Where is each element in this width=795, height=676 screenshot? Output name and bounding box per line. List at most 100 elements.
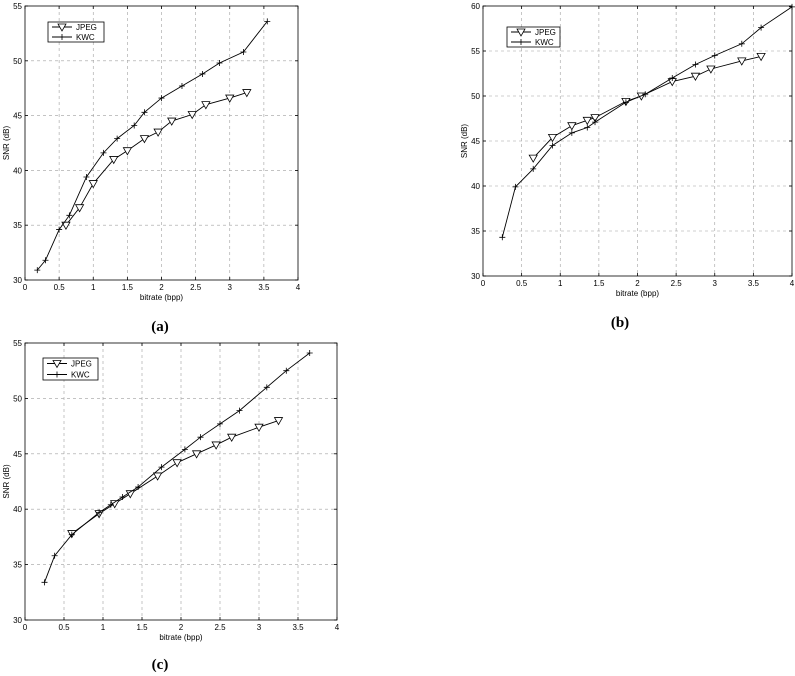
data-point-kwc: [216, 59, 223, 66]
data-point-kwc: [56, 226, 63, 233]
x-tick-label: 0: [481, 279, 486, 288]
legend-label-jpeg: JPEG: [71, 360, 92, 369]
panel-caption: (a): [151, 319, 169, 335]
data-point-jpeg: [590, 114, 600, 123]
data-point-jpeg: [61, 221, 71, 231]
data-point-kwc: [100, 149, 107, 156]
grid-lines: [483, 6, 792, 276]
data-point-kwc: [711, 52, 718, 59]
x-tick-label: 3.5: [292, 623, 304, 632]
y-tick-label: 40: [471, 182, 480, 191]
legend-marker-kwc: [59, 34, 65, 40]
data-point-jpeg: [74, 204, 85, 213]
data-point-kwc: [178, 83, 185, 90]
data-point-kwc: [158, 464, 165, 471]
x-tick-label: 3: [713, 279, 718, 288]
x-tick-label: 1.5: [122, 283, 134, 292]
legend-marker-jpeg: [516, 28, 526, 37]
series-jpeg: [61, 89, 252, 231]
data-point-kwc: [622, 99, 629, 106]
x-tick-label: 0.5: [54, 283, 66, 292]
x-tick-label: 3: [257, 623, 262, 632]
data-point-jpeg: [211, 441, 221, 450]
y-tick-label: 30: [13, 616, 22, 625]
data-point-kwc: [107, 501, 114, 508]
x-axis-label: bitrate (bpp): [140, 293, 183, 302]
data-point-jpeg: [191, 450, 202, 459]
data-point-jpeg: [690, 72, 701, 82]
data-point-jpeg: [109, 156, 119, 165]
x-tick-label: 4: [335, 623, 340, 632]
data-point-jpeg: [122, 147, 133, 156]
data-point-jpeg: [152, 472, 163, 481]
data-point-kwc: [592, 119, 599, 126]
legend-label-kwc: KWC: [76, 33, 95, 42]
x-tick-label: 3: [228, 283, 233, 292]
data-point-kwc: [584, 124, 591, 131]
data-point-jpeg: [547, 133, 558, 143]
y-tick-label: 35: [13, 221, 22, 230]
x-tick-label: 1: [101, 623, 106, 632]
data-point-jpeg: [528, 154, 538, 163]
data-point-kwc: [692, 61, 699, 68]
series-line-kwc: [44, 352, 310, 583]
x-tick-label: 2.5: [671, 279, 683, 288]
legend-label-jpeg: JPEG: [535, 28, 556, 37]
x-tick-label: 0.5: [58, 623, 70, 632]
legend-label-jpeg: JPEG: [76, 23, 97, 32]
y-tick-label: 35: [471, 227, 480, 236]
data-point-kwc: [42, 257, 49, 264]
data-point-jpeg: [139, 135, 150, 144]
data-point-kwc: [83, 173, 90, 180]
data-point-kwc: [642, 91, 649, 98]
data-point-kwc: [131, 122, 138, 129]
data-point-jpeg: [201, 101, 211, 110]
panel-caption: (b): [611, 315, 629, 331]
legend-marker-kwc: [54, 371, 60, 378]
x-tick-label: 0.5: [516, 279, 528, 288]
y-tick-label: 35: [13, 561, 22, 570]
series-jpeg: [67, 417, 284, 539]
data-point-kwc: [530, 165, 537, 172]
data-point-jpeg: [88, 180, 98, 189]
data-point-jpeg: [172, 459, 182, 468]
x-tick-label: 3.5: [258, 283, 270, 292]
x-tick-label: 2: [635, 279, 640, 288]
y-tick-label: 30: [471, 272, 480, 281]
data-point-kwc: [264, 18, 271, 25]
x-tick-label: 2.5: [214, 623, 226, 632]
legend-label-kwc: KWC: [535, 38, 554, 47]
series-kwc: [34, 18, 271, 274]
data-point-kwc: [197, 434, 204, 441]
y-tick-label: 30: [13, 276, 22, 285]
data-point-kwc: [114, 135, 121, 142]
data-point-kwc: [68, 531, 75, 538]
y-axis-label: SNR (dB): [2, 464, 11, 499]
data-point-kwc: [758, 24, 765, 31]
data-point-kwc: [789, 3, 795, 10]
x-tick-label: 1.5: [136, 623, 148, 632]
y-tick-label: 60: [471, 2, 480, 11]
data-point-kwc: [34, 267, 41, 274]
y-tick-label: 50: [13, 394, 22, 403]
legend-marker-jpeg: [57, 23, 67, 32]
data-point-kwc: [499, 234, 506, 241]
data-point-kwc: [119, 494, 126, 501]
data-point-jpeg: [187, 111, 197, 120]
legend-marker-kwc: [518, 39, 524, 45]
y-tick-label: 55: [13, 2, 22, 11]
data-point-kwc: [568, 129, 575, 136]
x-axis-label: bitrate (bpp): [616, 289, 659, 298]
data-point-kwc: [51, 552, 58, 559]
data-point-kwc: [217, 420, 223, 427]
data-point-jpeg: [242, 89, 252, 98]
data-point-kwc: [96, 509, 103, 516]
x-tick-label: 2: [159, 283, 164, 292]
x-tick-label: 4: [790, 279, 795, 288]
data-point-kwc: [135, 484, 142, 491]
x-axis-label: bitrate (bpp): [159, 633, 202, 642]
